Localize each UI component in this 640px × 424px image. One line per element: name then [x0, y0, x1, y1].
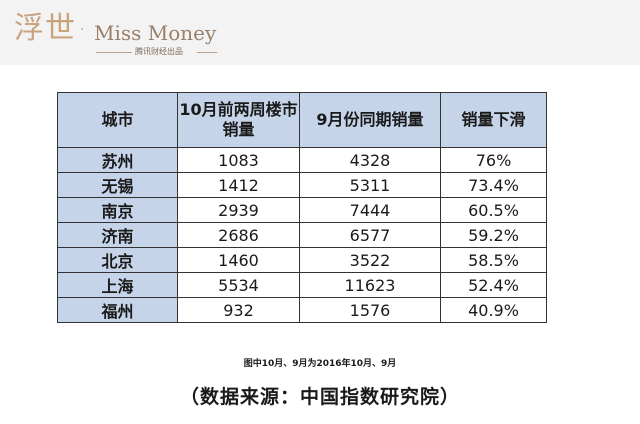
- decline-cell: 73.4%: [440, 172, 547, 198]
- decline-cell: 40.9%: [440, 297, 547, 323]
- logo-english-text: Miss Money: [94, 21, 217, 45]
- decline-cell: 60.5%: [440, 197, 547, 223]
- oct-sales-cell: 2939: [177, 197, 300, 223]
- city-cell: 福州: [57, 297, 178, 323]
- col-header-decline: 销量下滑: [440, 92, 547, 148]
- date-note: 图中10月、9月为2016年10月、9月: [243, 359, 397, 369]
- logo-chinese-text: 浮世: [14, 11, 76, 46]
- logo-rule-left: [96, 52, 132, 53]
- oct-sales-cell: 1412: [177, 172, 300, 198]
- sep-sales-cell: 1576: [299, 297, 441, 323]
- top-banner: 浮世 · Miss Money 腾讯财经出品: [0, 0, 640, 65]
- logo-subtitle: 腾讯财经出品: [135, 47, 183, 56]
- sep-sales-cell: 4328: [299, 147, 441, 173]
- table-row: 无锡 1412 5311 73.4%: [57, 172, 547, 198]
- col-header-sep-sales: 9月份同期销量: [299, 92, 441, 148]
- table-row: 南京 2939 7444 60.5%: [57, 197, 547, 223]
- col-header-city: 城市: [57, 92, 178, 148]
- sales-table-container: 城市 10月前两周楼市销量 9月份同期销量 销量下滑 苏州 1083 4328 …: [57, 92, 547, 336]
- sales-table: 城市 10月前两周楼市销量 9月份同期销量 销量下滑 苏州 1083 4328 …: [57, 92, 547, 323]
- decline-cell: 76%: [440, 147, 547, 173]
- city-cell: 苏州: [57, 147, 178, 173]
- city-cell: 上海: [57, 272, 178, 298]
- sep-sales-cell: 6577: [299, 222, 441, 248]
- city-cell: 无锡: [57, 172, 178, 198]
- table-row: 苏州 1083 4328 76%: [57, 147, 547, 173]
- decline-cell: 58.5%: [440, 247, 547, 273]
- oct-sales-cell: 1460: [177, 247, 300, 273]
- logo-rule-right: [197, 52, 217, 53]
- sep-sales-cell: 7444: [299, 197, 441, 223]
- table-row: 福州 932 1576 40.9%: [57, 297, 547, 323]
- sep-sales-cell: 3522: [299, 247, 441, 273]
- brand-logo: 浮世 · Miss Money 腾讯财经出品: [14, 10, 224, 58]
- decline-cell: 59.2%: [440, 222, 547, 248]
- sep-sales-cell: 5311: [299, 172, 441, 198]
- table-row: 济南 2686 6577 59.2%: [57, 222, 547, 248]
- table-row: 北京 1460 3522 58.5%: [57, 247, 547, 273]
- table-header-row: 城市 10月前两周楼市销量 9月份同期销量 销量下滑: [57, 92, 547, 148]
- table-row: 上海 5534 11623 52.4%: [57, 272, 547, 298]
- city-cell: 济南: [57, 222, 178, 248]
- city-cell: 南京: [57, 197, 178, 223]
- city-cell: 北京: [57, 247, 178, 273]
- decline-cell: 52.4%: [440, 272, 547, 298]
- oct-sales-cell: 2686: [177, 222, 300, 248]
- sep-sales-cell: 11623: [299, 272, 441, 298]
- oct-sales-cell: 932: [177, 297, 300, 323]
- col-header-oct-sales: 10月前两周楼市销量: [177, 92, 300, 148]
- data-source-caption: （数据来源：中国指数研究院）: [179, 386, 460, 408]
- oct-sales-cell: 1083: [177, 147, 300, 173]
- oct-sales-cell: 5534: [177, 272, 300, 298]
- logo-dot: ·: [80, 22, 85, 38]
